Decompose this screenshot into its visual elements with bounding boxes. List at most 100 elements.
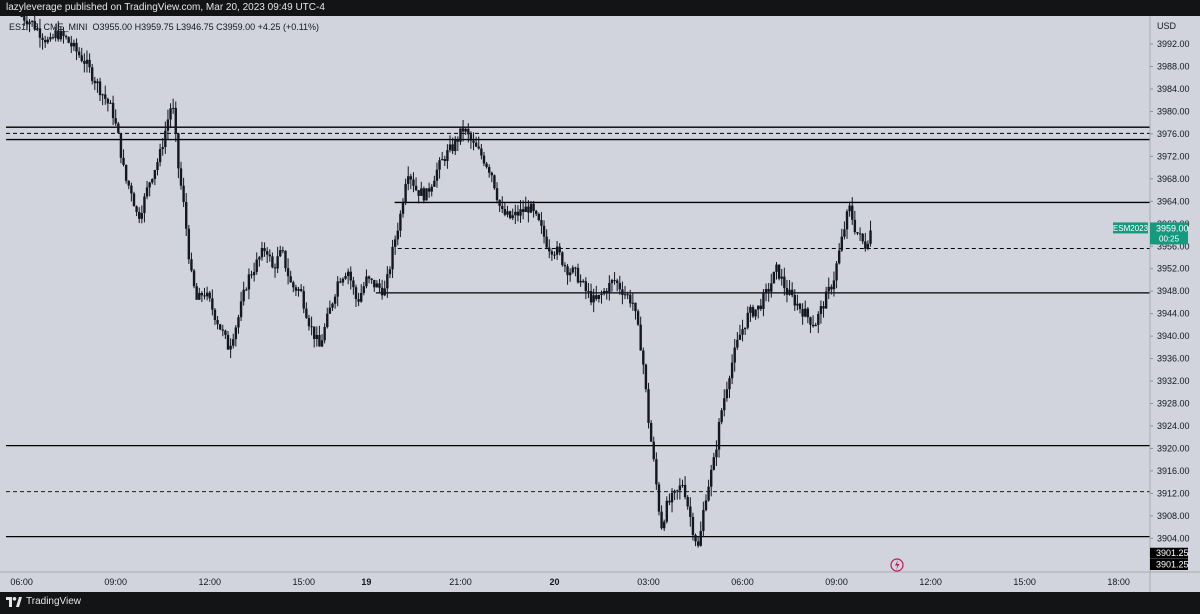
plot-area[interactable]: [6, 16, 1150, 572]
candle: [657, 481, 661, 516]
candle: [396, 222, 399, 246]
candle: [313, 326, 316, 348]
candle: [326, 307, 329, 329]
candle: [323, 323, 326, 344]
time-axis[interactable]: 06:00 09:00 12:00 15:00 19 21:00 20 03:00 06:00 0…: [10, 577, 1130, 587]
candle: [519, 199, 522, 223]
candle: [644, 363, 648, 393]
candle: [506, 205, 509, 218]
candle: [495, 182, 499, 204]
candle: [728, 375, 731, 398]
price-tick-label: 3964.00: [1157, 196, 1190, 206]
price-tick-label: 3936.00: [1157, 354, 1190, 364]
candle: [608, 275, 611, 301]
candle: [237, 314, 240, 334]
candle: [265, 247, 269, 264]
price-tick-label: 3968.00: [1157, 174, 1190, 184]
candle: [85, 50, 89, 73]
candle: [67, 36, 70, 44]
candle: [229, 338, 232, 359]
candle: [485, 161, 488, 169]
candle: [346, 268, 350, 285]
candle: [438, 157, 441, 179]
candle: [511, 208, 514, 221]
publish-header: lazyleverage published on TradingView.co…: [0, 0, 1200, 16]
time-tick-label: 15:00: [292, 577, 315, 587]
price-marker-label[interactable]: 3901.25: [1150, 558, 1189, 570]
symbol-name: ESM2023: [1113, 224, 1149, 233]
candle: [271, 252, 274, 269]
candle: [93, 76, 97, 91]
candle: [772, 271, 776, 284]
candle: [310, 316, 313, 336]
horizontal-levels: [6, 126, 1150, 538]
candle: [289, 270, 292, 283]
candle: [96, 78, 99, 93]
candle: [443, 155, 446, 167]
candle: [182, 177, 185, 208]
candle: [64, 34, 68, 40]
candle: [119, 132, 123, 164]
time-tick-label: 15:00: [1013, 577, 1036, 587]
candle: [634, 302, 637, 320]
candle: [218, 323, 222, 331]
candle: [177, 132, 180, 179]
candle: [393, 235, 397, 255]
candle: [529, 201, 533, 214]
candle: [819, 300, 823, 324]
price-chart[interactable]: USD 3992.003988.003984.003980.003976.003…: [0, 16, 1200, 592]
candle: [814, 322, 817, 327]
candle: [665, 496, 669, 524]
candle: [404, 178, 407, 206]
candle: [521, 200, 525, 220]
candle: [480, 144, 483, 160]
price-axis[interactable]: 3992.00 3988.00 3984.00 3980.00 3976.00 3972.…: [1150, 39, 1190, 543]
legend-symbol-text: ES1!, 5, CME_MINI: [9, 22, 88, 32]
candle: [30, 20, 34, 27]
candle: [459, 128, 462, 145]
tradingview-logo[interactable]: TradingView: [6, 596, 81, 607]
candle: [694, 533, 697, 547]
price-tick-label: 3952.00: [1157, 264, 1190, 274]
price-tick-label: 3940.00: [1157, 331, 1190, 341]
candle: [138, 207, 141, 223]
candle: [284, 250, 287, 272]
candle: [456, 136, 460, 152]
candle: [198, 287, 201, 301]
candle: [75, 38, 78, 61]
candle: [699, 521, 702, 547]
candle: [98, 77, 102, 102]
price-marker-label[interactable]: 3901.25: [1150, 547, 1189, 559]
candle: [715, 440, 718, 466]
candle: [615, 278, 619, 292]
candle: [749, 304, 752, 322]
candle: [806, 307, 810, 324]
candle: [848, 201, 851, 217]
candle: [420, 181, 423, 196]
candle: [158, 143, 162, 167]
candle: [190, 252, 193, 273]
candle: [427, 182, 431, 198]
candle: [23, 16, 26, 26]
candle: [524, 196, 527, 213]
candle: [341, 277, 345, 286]
price-tick-label: 3956.00: [1157, 241, 1190, 251]
candle: [532, 200, 535, 218]
candle: [548, 239, 551, 259]
price-tick-label: 3976.00: [1157, 129, 1190, 139]
candle: [43, 35, 47, 48]
candle: [482, 151, 486, 167]
price-tick-label: 3948.00: [1157, 286, 1190, 296]
candle: [388, 266, 392, 279]
candle: [762, 289, 765, 317]
candle: [407, 166, 410, 191]
candle: [383, 280, 386, 297]
candle: [790, 282, 794, 298]
candle: [741, 319, 744, 342]
candle: [114, 109, 117, 126]
lightning-icon[interactable]: [890, 558, 904, 572]
candle: [568, 268, 572, 282]
candle: [454, 136, 457, 155]
candle: [250, 270, 253, 279]
